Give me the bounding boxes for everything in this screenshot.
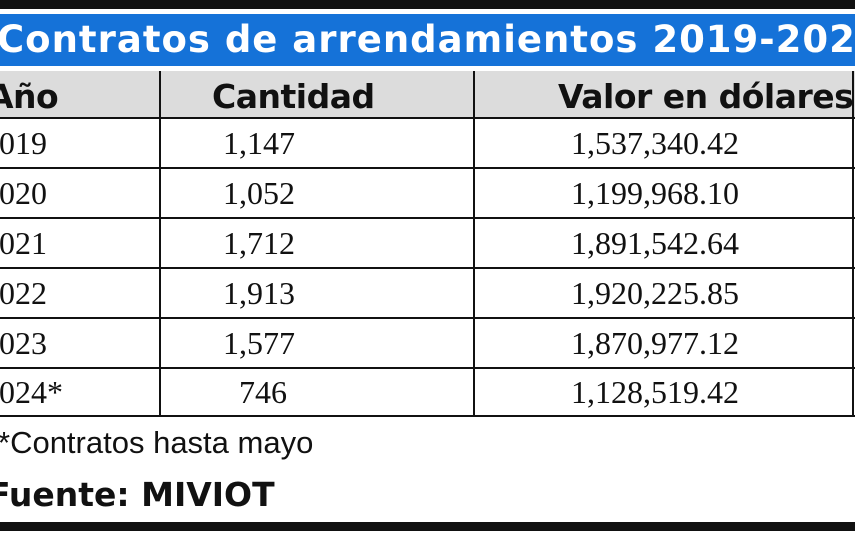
cell-value: 1,199,968.10 [571,175,739,211]
row-divider [0,267,855,269]
cell-value: 1,537,340.42 [571,125,739,161]
title-bar: Contratos de arrendamientos 2019-2024 [0,14,855,66]
row-divider [0,217,855,219]
header-quantity: Cantidad [212,77,375,116]
row-divider [0,167,855,169]
cell-year: 2019 [0,125,47,161]
cell-value: 1,891,542.64 [571,225,739,261]
footnote: *Contratos hasta mayo [0,425,314,460]
bottom-rule [0,522,855,531]
cell-value: 1,128,519.42 [571,374,739,410]
top-rule [0,0,855,9]
row-divider [0,367,855,369]
cell-year: 2021 [0,225,47,261]
cell-quantity: 1,913 [223,275,295,311]
row-divider [0,415,855,417]
header-year: Año [0,77,59,116]
cell-quantity: 1,712 [223,225,295,261]
cell-quantity: 1,147 [223,125,295,161]
cell-year: 2023 [0,325,47,361]
cell-quantity: 1,052 [223,175,295,211]
row-divider [0,317,855,319]
cell-year: 2024* [0,374,63,410]
table-title: Contratos de arrendamientos 2019-2024 [0,18,855,61]
column-divider [473,71,475,417]
cell-quantity: 1,577 [223,325,295,361]
row-divider [0,117,855,119]
cell-quantity: 746 [239,374,287,410]
column-divider [159,71,161,417]
cell-value: 1,920,225.85 [571,275,739,311]
table-header-row: Año Cantidad Valor en dólares [0,71,855,118]
column-divider [852,71,854,417]
source-credit: Fuente: MIVIOT [0,475,275,514]
header-value: Valor en dólares [558,77,854,116]
cell-value: 1,870,977.12 [571,325,739,361]
cell-year: 2022 [0,275,47,311]
